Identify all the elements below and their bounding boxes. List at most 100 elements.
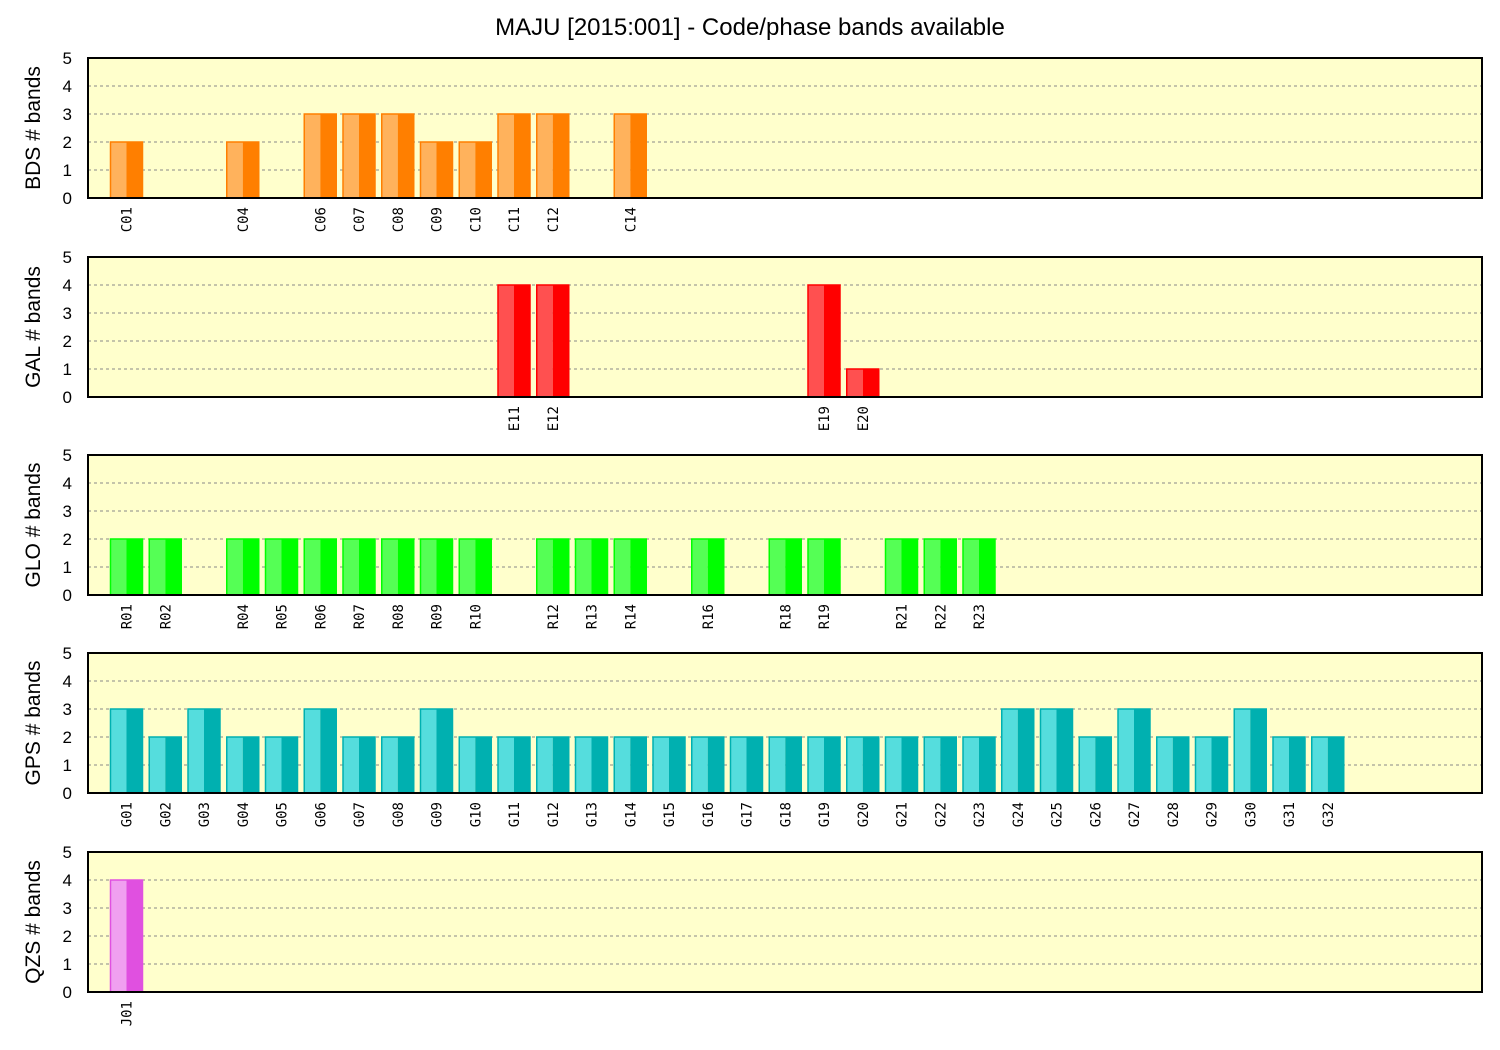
- x-tick-label: R02: [158, 604, 174, 629]
- bar-right-half: [242, 142, 259, 198]
- bar-left-half: [1040, 709, 1057, 793]
- x-tick-label: G17: [740, 802, 756, 827]
- x-tick-label: G08: [391, 802, 407, 827]
- bar-g28: [1156, 736, 1190, 794]
- bar-right-half: [126, 880, 143, 992]
- bar-left-half: [110, 880, 127, 992]
- bar-right-half: [591, 737, 608, 793]
- plot-frame: [87, 57, 1483, 199]
- bar-e12: [536, 284, 570, 398]
- bar-right-half: [359, 539, 375, 595]
- bar-c08: [381, 113, 415, 199]
- y-tick-label: 2: [63, 332, 72, 351]
- x-tick-label: G30: [1243, 802, 1259, 827]
- bar-left-half: [420, 709, 437, 793]
- x-tick-label: G16: [701, 802, 717, 827]
- bar-left-half: [536, 114, 553, 198]
- y-tick-label: 5: [63, 49, 72, 68]
- chart-title: MAJU [2015:001] - Code/phase bands avail…: [495, 14, 1005, 41]
- bar-left-half: [1311, 737, 1328, 793]
- x-tick-label: R01: [120, 604, 136, 629]
- bar-right-half: [630, 737, 647, 793]
- bar-right-half: [552, 539, 569, 595]
- y-tick-label: 3: [63, 502, 72, 521]
- bar-right-half: [901, 539, 918, 595]
- bar-left-half: [614, 114, 631, 198]
- bar-left-half: [226, 737, 243, 793]
- bar-right-half: [862, 737, 879, 793]
- bar-r07: [342, 538, 376, 596]
- x-tick-label: R14: [623, 604, 639, 629]
- y-tick-label: 3: [63, 899, 72, 918]
- x-tick-label: R07: [352, 604, 368, 629]
- bar-left-half: [730, 737, 747, 793]
- y-axis-label: GAL # bands: [22, 266, 45, 388]
- x-tick-label: R23: [972, 604, 988, 629]
- y-tick-label: 5: [63, 248, 72, 267]
- bar-r09: [419, 538, 454, 596]
- bar-left-half: [343, 737, 359, 793]
- bar-left-half: [226, 142, 243, 198]
- bar-left-half: [265, 737, 282, 793]
- x-tick-label: C01: [120, 207, 136, 232]
- bar-g13: [574, 736, 609, 794]
- bar-c10: [458, 141, 492, 199]
- bar-left-half: [381, 539, 398, 595]
- bar-right-half: [320, 114, 337, 198]
- x-tick-label: R09: [430, 604, 446, 629]
- bar-left-half: [1001, 709, 1018, 793]
- x-tick-label: G18: [778, 802, 794, 827]
- plot-area-4: [88, 852, 1482, 992]
- bar-left-half: [924, 539, 941, 595]
- bar-g26: [1078, 736, 1112, 794]
- bar-right-half: [475, 539, 492, 595]
- x-tick-label: G05: [275, 802, 291, 827]
- bar-left-half: [614, 737, 631, 793]
- y-tick-label: 3: [63, 304, 72, 323]
- y-tick-label: 4: [63, 672, 72, 691]
- y-axis-label: GLO # bands: [22, 463, 45, 588]
- bar-right-half: [436, 709, 453, 793]
- bar-r12: [536, 538, 570, 596]
- bar-g18: [768, 736, 802, 794]
- bar-left-half: [536, 539, 553, 595]
- bar-right-half: [514, 737, 530, 793]
- bar-left-half: [420, 539, 437, 595]
- bar-right-half: [436, 142, 453, 198]
- x-tick-label: G04: [236, 802, 252, 827]
- x-tick-label: R05: [275, 604, 291, 629]
- bar-left-half: [808, 285, 824, 397]
- x-tick-label: G03: [197, 802, 213, 827]
- bar-left-half: [188, 709, 204, 793]
- bar-right-half: [940, 539, 957, 595]
- bar-g15: [652, 736, 686, 794]
- bar-r19: [807, 538, 841, 596]
- bar-left-half: [420, 142, 437, 198]
- bar-c12: [536, 113, 570, 199]
- y-tick-label: 0: [63, 784, 72, 803]
- bar-c14: [613, 113, 647, 199]
- bar-right-half: [785, 539, 802, 595]
- x-tick-label: G29: [1205, 802, 1221, 827]
- bar-r04: [226, 538, 260, 596]
- bar-left-half: [575, 737, 592, 793]
- bar-right-half: [1250, 709, 1267, 793]
- y-tick-label: 0: [63, 388, 72, 407]
- bar-g12: [536, 736, 570, 794]
- bar-g30: [1233, 708, 1267, 794]
- bar-left-half: [226, 539, 243, 595]
- bar-left-half: [343, 114, 359, 198]
- bar-r01: [109, 538, 144, 596]
- bar-left-half: [769, 737, 786, 793]
- bar-r18: [768, 538, 802, 596]
- bar-right-half: [281, 539, 298, 595]
- bar-left-half: [808, 737, 824, 793]
- x-tick-label: G20: [856, 802, 872, 827]
- x-tick-label: R06: [313, 604, 329, 629]
- bar-r21: [884, 538, 919, 596]
- bar-right-half: [824, 737, 840, 793]
- bar-right-half: [630, 539, 647, 595]
- bar-left-half: [381, 114, 398, 198]
- x-tick-label: R04: [236, 604, 252, 629]
- bar-g32: [1311, 736, 1345, 794]
